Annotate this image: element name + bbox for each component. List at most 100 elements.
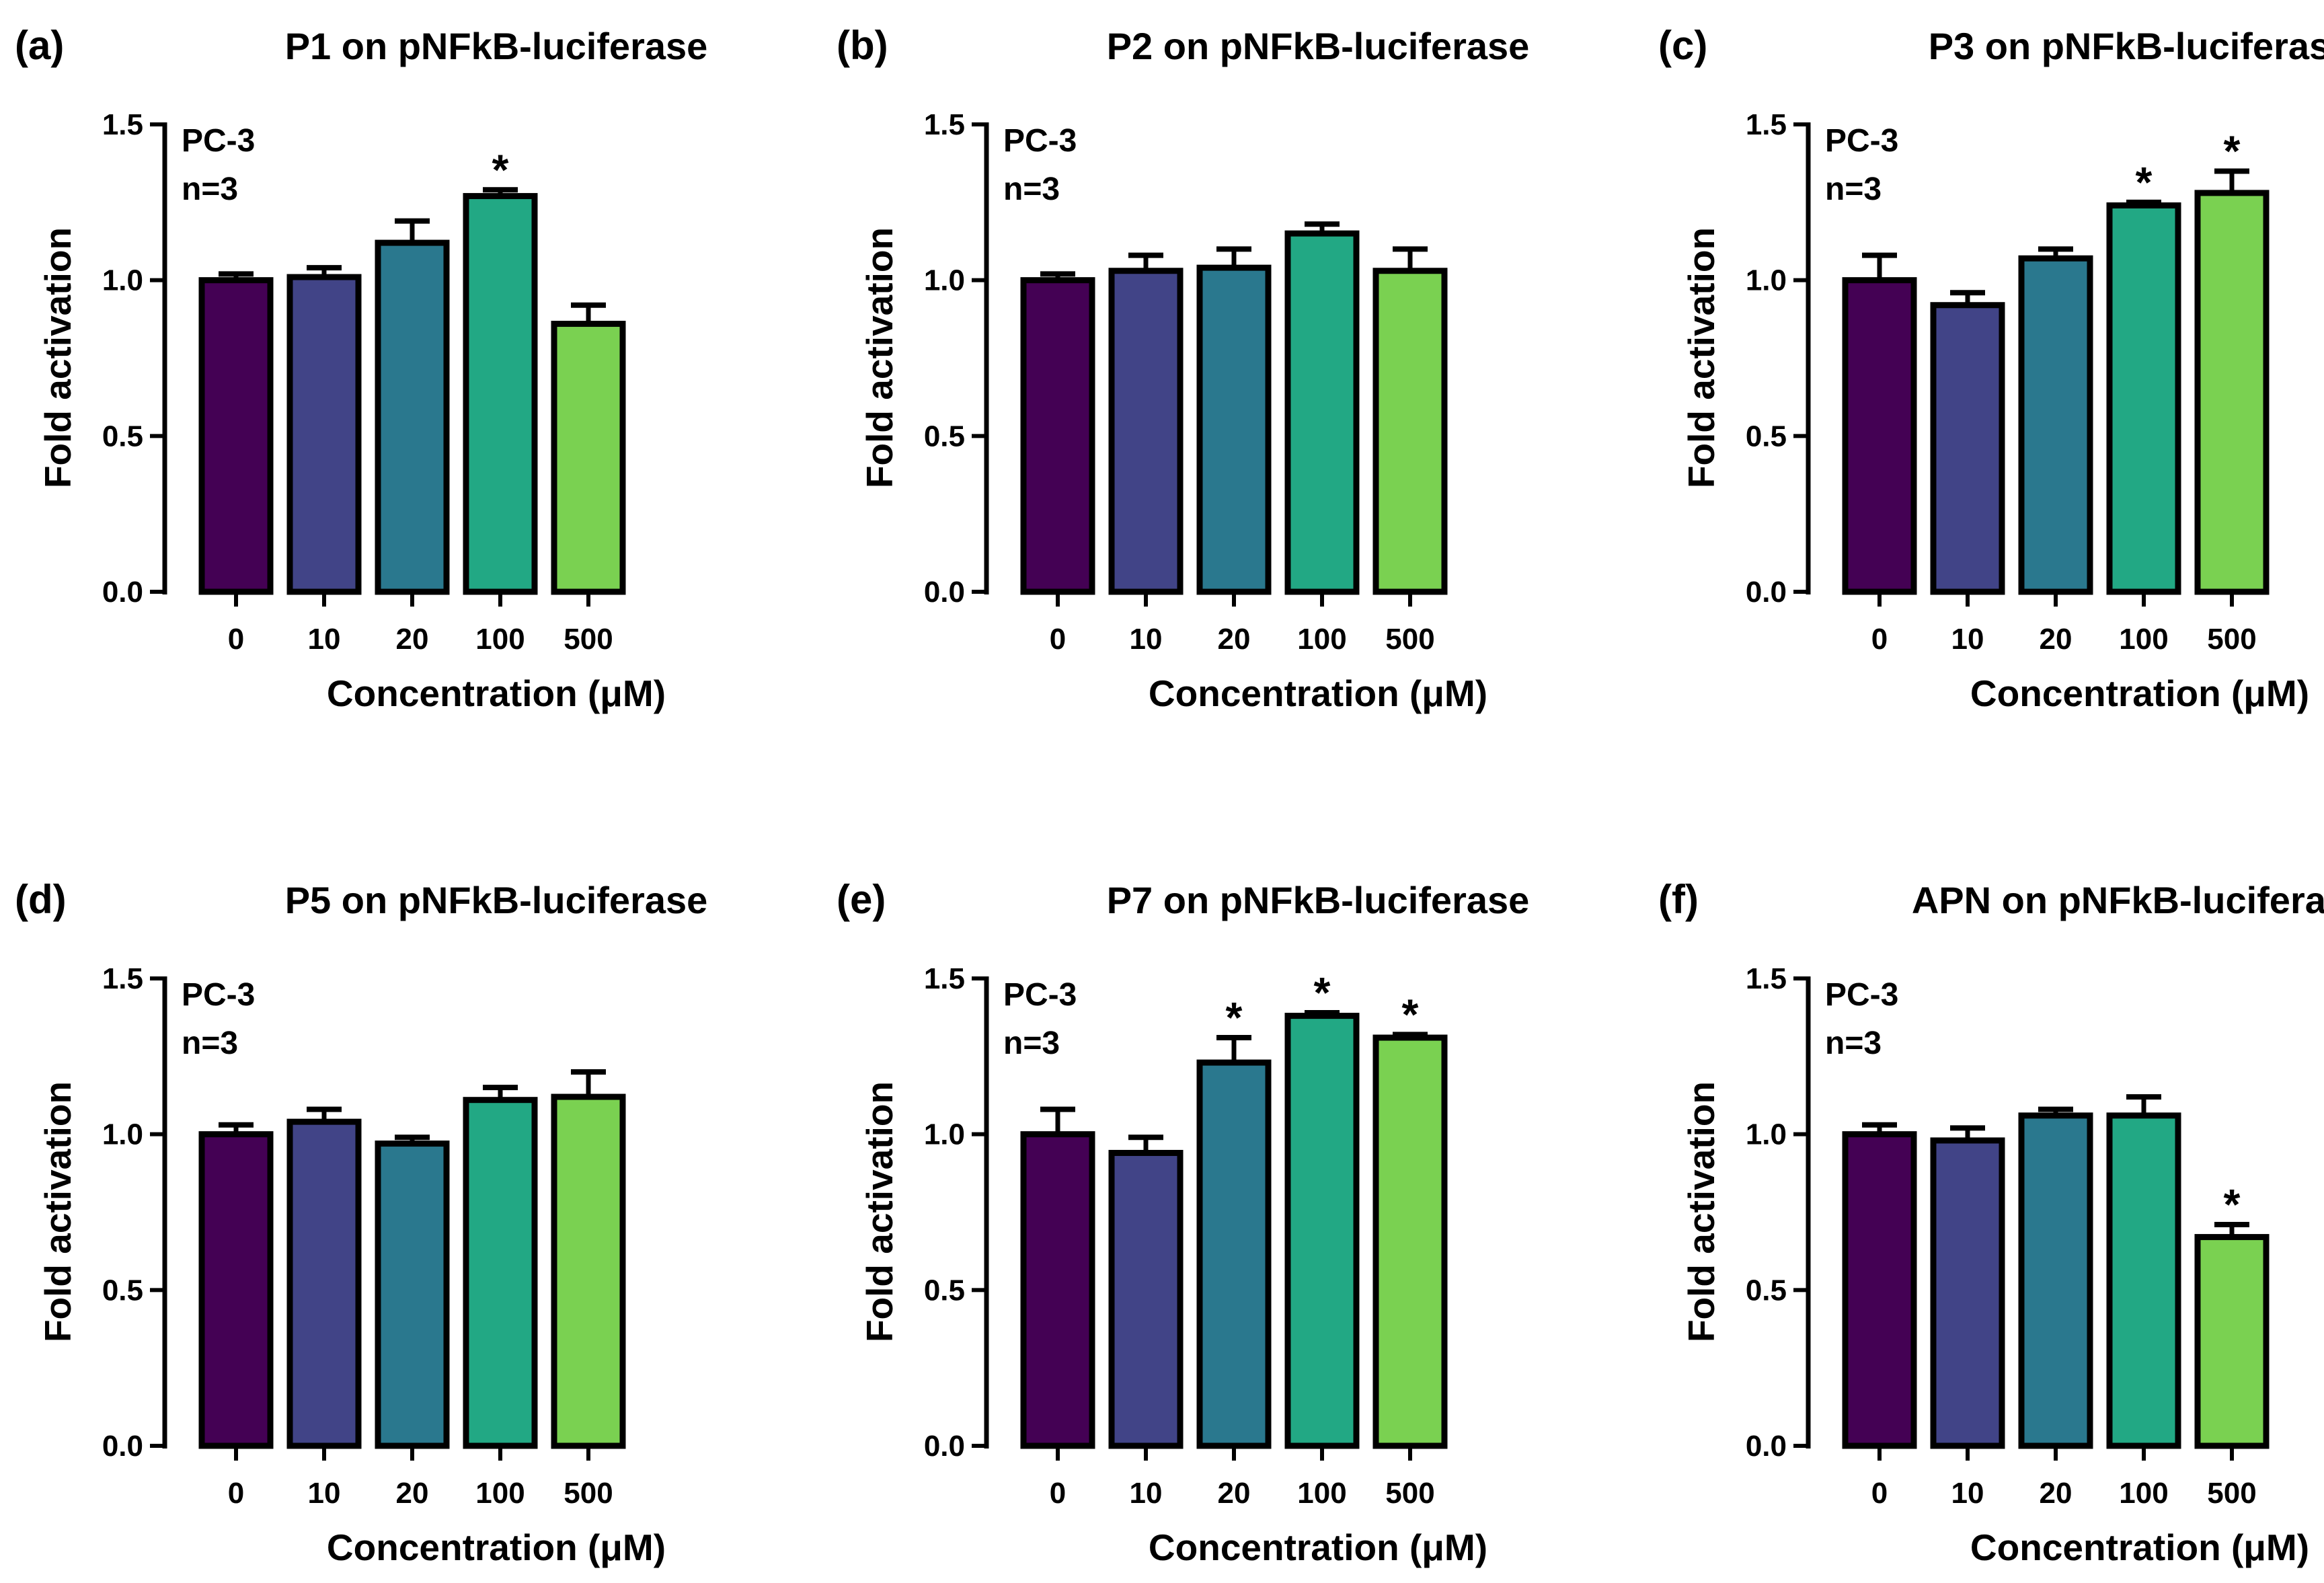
chart-title: P7 on pNFkB-luciferase	[1107, 879, 1530, 921]
x-tick-label: 100	[1297, 1477, 1346, 1510]
x-tick-label: 10	[1130, 1477, 1163, 1510]
y-tick-label: 0.0	[102, 576, 143, 609]
significance-star: *	[2224, 127, 2241, 176]
x-tick-label: 500	[1385, 1477, 1434, 1510]
x-tick-label: 20	[2040, 623, 2073, 656]
x-tick-label: 0	[1871, 623, 1888, 656]
x-tick-label: 100	[2119, 1477, 2168, 1510]
x-tick-label: 500	[564, 1477, 613, 1510]
y-tick-label: 0.0	[1746, 576, 1787, 609]
panel-label: (b)	[837, 23, 888, 68]
panel-label: (d)	[15, 877, 67, 922]
chart-panel-c: (c) P3 on pNFkB-luciferase 0 10 20 * 100 * 500 0.…	[1658, 23, 2324, 714]
y-tick-label: 1.5	[924, 962, 965, 995]
significance-star: *	[1402, 990, 1419, 1038]
x-tick-label: 20	[1218, 1477, 1251, 1510]
bar	[1020, 1131, 1095, 1449]
x-axis-label: Concentration (μM)	[1970, 672, 2309, 714]
significance-star: *	[492, 145, 509, 194]
panel-label: (e)	[837, 877, 886, 922]
y-axis-label: Fold activation	[37, 227, 79, 488]
y-tick-label: 0.0	[924, 1430, 965, 1463]
bar	[1284, 230, 1360, 595]
x-tick-label: 10	[1130, 623, 1163, 656]
y-tick-label: 0.5	[102, 1274, 143, 1307]
chart-title: APN on pNFkB-luciferase	[1912, 879, 2324, 921]
chart-panel-b: (b) P2 on pNFkB-luciferase 0 10 20 100 500 0.0 0…	[837, 23, 1529, 714]
bar	[1372, 268, 1448, 595]
x-tick-label: 100	[475, 623, 525, 656]
bar	[198, 277, 274, 595]
bar	[2018, 255, 2093, 595]
annotation-text: n=3	[1825, 1026, 1882, 1061]
significance-star: *	[1314, 968, 1331, 1017]
y-axis-label: Fold activation	[1680, 227, 1722, 488]
annotation-text: PC-3	[1825, 123, 1898, 159]
annotation-text: n=3	[182, 1026, 238, 1061]
bar	[463, 1097, 538, 1449]
y-tick-label: 1.5	[102, 962, 143, 995]
y-tick-label: 0.0	[1746, 1430, 1787, 1463]
y-tick-label: 1.0	[102, 264, 143, 297]
y-tick-label: 1.0	[924, 1118, 965, 1151]
chart-title: P5 on pNFkB-luciferase	[285, 879, 708, 921]
x-tick-label: 100	[2119, 623, 2168, 656]
x-tick-label: 0	[1871, 1477, 1888, 1510]
bar	[1930, 1137, 2005, 1449]
bar	[1196, 264, 1272, 595]
x-axis-label: Concentration (μM)	[327, 1527, 666, 1568]
y-axis-label: Fold activation	[37, 1081, 79, 1342]
annotation-text: n=3	[182, 171, 238, 207]
y-axis-label: Fold activation	[859, 1081, 900, 1342]
x-axis-label: Concentration (μM)	[1149, 672, 1487, 714]
annotation-text: PC-3	[1003, 977, 1077, 1013]
y-tick-label: 1.5	[102, 108, 143, 141]
chart-title: P2 on pNFkB-luciferase	[1107, 25, 1530, 67]
x-tick-label: 20	[2040, 1477, 2073, 1510]
bar	[1284, 1013, 1360, 1449]
bar	[1196, 1059, 1272, 1449]
y-tick-label: 1.0	[1746, 264, 1787, 297]
significance-star: *	[2136, 158, 2153, 206]
x-tick-label: 500	[2207, 1477, 2256, 1510]
x-tick-label: 20	[396, 623, 429, 656]
y-axis-label: Fold activation	[1680, 1081, 1722, 1342]
y-tick-label: 0.5	[924, 1274, 965, 1307]
x-tick-label: 500	[2207, 623, 2256, 656]
x-tick-label: 500	[564, 623, 613, 656]
y-tick-label: 1.5	[1746, 108, 1787, 141]
y-tick-label: 1.0	[924, 264, 965, 297]
bar	[1372, 1034, 1448, 1449]
bar	[1108, 268, 1184, 595]
significance-star: *	[1226, 993, 1243, 1042]
bar	[2106, 1112, 2181, 1449]
bar	[2194, 1234, 2270, 1449]
panel-label: (f)	[1658, 877, 1699, 922]
x-tick-label: 0	[228, 623, 244, 656]
bar	[551, 321, 626, 595]
x-tick-label: 10	[1951, 1477, 1984, 1510]
x-tick-label: 20	[1218, 623, 1251, 656]
x-tick-label: 0	[228, 1477, 244, 1510]
bar	[463, 193, 538, 595]
y-axis-label: Fold activation	[859, 227, 900, 488]
bar	[1842, 1131, 1917, 1449]
y-tick-label: 0.5	[924, 420, 965, 453]
chart-title: P1 on pNFkB-luciferase	[285, 25, 708, 67]
x-tick-label: 10	[308, 623, 341, 656]
x-axis-label: Concentration (μM)	[327, 672, 666, 714]
y-tick-label: 0.0	[102, 1430, 143, 1463]
chart-panel-f: (f) APN on pNFkB-luciferase 0 10 20 100 * 500 0.…	[1658, 877, 2324, 1568]
x-axis-label: Concentration (μM)	[1970, 1527, 2309, 1568]
annotation-text: n=3	[1003, 171, 1060, 207]
bar	[198, 1131, 274, 1449]
x-tick-label: 0	[1050, 1477, 1066, 1510]
x-tick-label: 100	[475, 1477, 525, 1510]
annotation-text: PC-3	[1825, 977, 1898, 1013]
bar	[286, 1118, 362, 1449]
y-tick-label: 0.5	[1746, 420, 1787, 453]
x-tick-label: 100	[1297, 623, 1346, 656]
x-tick-label: 10	[308, 1477, 341, 1510]
x-tick-label: 0	[1050, 623, 1066, 656]
